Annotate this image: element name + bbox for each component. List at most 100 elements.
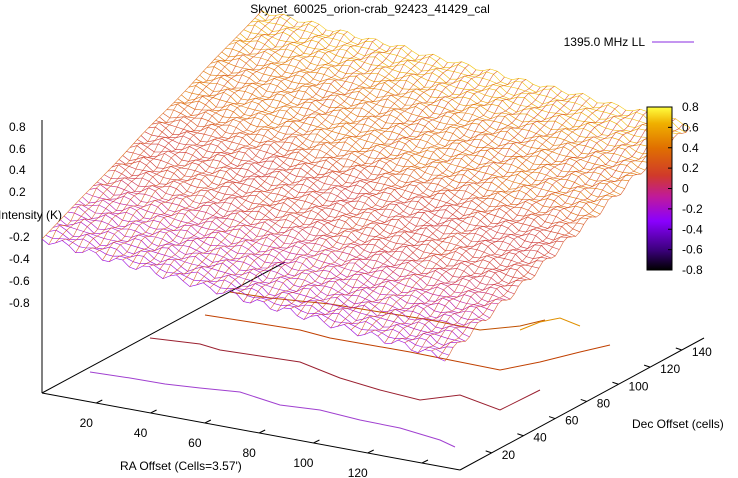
y-axis-label: Dec Offset (cells) (632, 417, 724, 431)
y-tick-mark (612, 381, 619, 385)
mesh-line (149, 38, 377, 267)
mesh-line (169, 45, 398, 277)
z-tick-label: 0.6 (9, 142, 26, 156)
mesh-line (95, 23, 320, 253)
x-tick-label: 20 (80, 416, 94, 430)
mesh-line (68, 17, 291, 246)
x-tick-mark (258, 429, 266, 434)
mesh-line (243, 69, 477, 302)
y-tick-label: 80 (597, 396, 611, 410)
mesh-line (151, 122, 568, 241)
mesh-line (290, 79, 527, 309)
y-tick-label: 140 (692, 345, 712, 359)
mesh-line (317, 85, 555, 316)
mesh-line (41, 10, 263, 240)
mesh-line (263, 71, 498, 303)
y-tick-mark (485, 450, 492, 454)
mesh-line (55, 14, 277, 244)
y-tick-label: 100 (628, 379, 648, 393)
mesh-line (364, 102, 605, 335)
z-tick-label: -0.8 (9, 296, 30, 310)
z-tick-label: -0.4 (9, 252, 30, 266)
colorbar-tick-label: -0.4 (682, 222, 703, 236)
z-tick-label: -0.6 (9, 274, 30, 288)
mesh-line (256, 68, 491, 300)
mesh-line (424, 117, 669, 350)
x-axis-ticks: 20 40 60 80 100 120 140 (80, 399, 429, 478)
mesh-line (431, 118, 676, 352)
y-tick-label: 20 (502, 448, 516, 462)
mesh-line (129, 145, 544, 265)
mesh-line (209, 57, 441, 288)
mesh-line (391, 110, 634, 344)
mesh-line (129, 36, 355, 268)
mesh-line (162, 46, 391, 279)
mesh-line (115, 29, 341, 259)
colorbar-tick-label: 0 (682, 182, 689, 196)
x-tick-label: 100 (293, 456, 313, 470)
mesh-line (75, 21, 298, 253)
contour-line (149, 337, 541, 411)
y-tick-mark (517, 433, 524, 437)
colorbar-tick-label: 0.8 (682, 100, 699, 114)
x-tick-mark (150, 409, 157, 414)
mesh-line (236, 36, 662, 155)
mesh-line (310, 85, 548, 317)
mesh-line (397, 108, 641, 341)
legend-label: 1395.0 MHz LL (564, 35, 646, 49)
mesh-line (196, 54, 427, 286)
mesh-line (404, 111, 648, 343)
x-tick-label: 40 (134, 426, 148, 440)
mesh-line (229, 61, 462, 291)
colorbar-tick-label: -0.2 (682, 202, 703, 216)
mesh-line (303, 87, 541, 320)
mesh-line (203, 53, 434, 283)
contour-line (204, 314, 611, 371)
y-tick-mark (675, 347, 682, 351)
mesh-line (108, 31, 334, 262)
surface-mesh (41, 10, 691, 362)
colorbar-tick-label: 0.4 (682, 141, 699, 155)
mesh-line (261, 10, 691, 128)
x-tick-label: 120 (348, 466, 368, 478)
z-axis-label: Intensity (K) (0, 208, 62, 222)
mesh-line (88, 20, 313, 250)
mesh-line (135, 39, 363, 270)
mesh-line (155, 43, 384, 275)
x-tick-mark (313, 439, 320, 444)
mesh-line (62, 13, 284, 241)
colorbar-tick-label: -0.6 (682, 243, 703, 257)
y-axis-ticks: 20 40 60 80 100 120 140 (485, 345, 712, 462)
z-tick-label: 0.2 (9, 185, 26, 199)
x-tick-label: 140 (402, 476, 422, 478)
mesh-line (176, 45, 405, 276)
mesh-line (102, 29, 327, 261)
z-tick-label: 0.4 (9, 163, 26, 177)
mesh-line (133, 142, 548, 260)
contour-line (229, 291, 546, 331)
colorbar-tick-label: 0.6 (682, 120, 699, 134)
colorbar-ticks: 0.8 0.6 0.4 0.2 0 -0.2 -0.4 -0.6 -0.8 (668, 100, 703, 277)
mesh-line (337, 93, 577, 327)
chart-title: Skynet_60025_orion-crab_92423_41429_cal (250, 2, 490, 16)
contour-line (519, 317, 581, 331)
x-tick-mark (367, 449, 374, 454)
mesh-line (283, 78, 519, 309)
floor-box (41, 120, 705, 471)
mesh-line (357, 102, 598, 337)
mesh-line (370, 102, 612, 333)
colorbar-tick-label: -0.8 (682, 263, 703, 277)
y-tick-mark (548, 416, 556, 420)
mesh-line (377, 105, 619, 337)
mesh-line (296, 84, 534, 316)
x-tick-mark (96, 399, 103, 404)
y-tick-label: 40 (533, 431, 547, 445)
mesh-line (384, 110, 627, 344)
contour-line (89, 371, 456, 448)
mesh-line (330, 94, 569, 329)
mesh-line (323, 90, 562, 323)
mesh-line (276, 79, 512, 312)
mesh-line (48, 15, 270, 245)
x-axis-label: RA Offset (Cells=3.57') (120, 459, 242, 473)
